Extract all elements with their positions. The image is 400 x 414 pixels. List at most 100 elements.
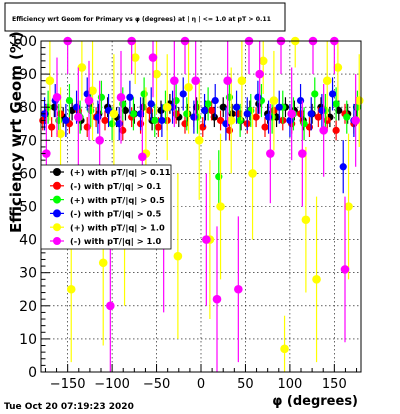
data-point (344, 202, 353, 211)
series-6 (42, 36, 360, 372)
legend-label: (-) with pT/|q| > 0.1 (70, 181, 161, 191)
data-point (275, 103, 283, 111)
data-point (170, 76, 179, 86)
x-tick-label: 150 (322, 377, 347, 392)
data-point (301, 215, 311, 225)
data-point (106, 301, 115, 311)
data-point (66, 284, 76, 294)
legend: (+) with pT/|q| > 0.11 (-) with pT/|q| > … (40, 164, 172, 250)
data-point (190, 113, 198, 121)
legend-marker (53, 237, 61, 245)
data-point (158, 116, 166, 125)
data-point (101, 116, 109, 125)
data-point (152, 69, 161, 79)
data-point (129, 110, 138, 118)
x-tick-label: −150 (50, 377, 86, 392)
data-point (232, 103, 241, 111)
data-point (234, 284, 243, 294)
data-point (115, 120, 123, 128)
x-axis-label: φ (degrees) (272, 394, 358, 409)
data-point (173, 251, 183, 261)
data-point (181, 120, 189, 128)
legend-marker (53, 195, 61, 204)
x-tick-label: −100 (94, 377, 130, 392)
y-tick-label: 100 (10, 34, 37, 50)
data-point (140, 90, 148, 98)
data-point (87, 106, 95, 115)
y-tick-label: 0 (28, 365, 37, 381)
data-point (179, 90, 187, 98)
data-point (116, 92, 126, 102)
data-point (88, 86, 97, 95)
data-point (328, 90, 337, 98)
data-point (210, 113, 218, 121)
data-point (98, 258, 108, 268)
data-point (151, 116, 159, 125)
x-tick-label: 50 (237, 377, 254, 392)
data-point (192, 103, 201, 111)
data-point (332, 100, 340, 108)
data-point (211, 96, 219, 105)
data-point (243, 110, 251, 118)
data-point (212, 294, 222, 304)
data-point (223, 76, 232, 86)
x-tick-label: 0 (197, 377, 205, 392)
data-point (269, 96, 279, 105)
data-point (296, 96, 305, 105)
data-point (83, 123, 91, 131)
axes-layer: −150 −100 −50 0 50 100 150 0 10 20 30 40 50 60 70 80 90 1… (10, 34, 362, 392)
data-point (216, 116, 225, 125)
data-point (319, 126, 328, 135)
data-point (314, 113, 322, 121)
y-tick-label: 20 (19, 299, 37, 315)
data-point (219, 103, 227, 111)
data-point (50, 103, 58, 111)
series-layer (39, 36, 364, 372)
data-point (300, 120, 308, 128)
legend-box (40, 164, 172, 250)
data-point (94, 113, 102, 121)
data-point (333, 63, 343, 72)
legend-label: (+) with pT/|q| > 0.5 (70, 195, 165, 205)
data-point (318, 106, 326, 115)
data-point (138, 152, 147, 162)
data-point (340, 265, 350, 274)
y-tick-label: 30 (19, 266, 37, 282)
x-tick-label: 100 (277, 377, 302, 392)
data-point (162, 102, 172, 112)
data-point (264, 113, 273, 121)
legend-label: (+) with pT/|q| > 1.0 (70, 222, 165, 232)
data-point (65, 96, 74, 105)
data-point (339, 163, 347, 171)
legend-marker (53, 181, 61, 190)
data-point (154, 123, 162, 131)
data-point (258, 56, 268, 66)
data-point (194, 136, 204, 145)
data-point (311, 90, 319, 98)
data-point (148, 53, 158, 62)
y-tick-label: 80 (19, 100, 37, 116)
data-point (74, 112, 83, 122)
data-point (56, 129, 65, 138)
data-point (298, 149, 307, 158)
y-tick-label: 70 (19, 133, 37, 149)
data-point (119, 126, 127, 134)
data-point (287, 109, 296, 119)
data-point (172, 96, 180, 105)
data-point (108, 120, 116, 128)
data-point (236, 116, 244, 125)
data-point (252, 113, 260, 121)
legend-marker (53, 168, 61, 176)
data-point (62, 116, 70, 125)
data-point (48, 123, 56, 131)
data-point (254, 93, 262, 101)
data-point (234, 110, 242, 118)
data-point (147, 100, 155, 108)
data-point (351, 116, 360, 125)
data-point (84, 96, 94, 105)
data-point (332, 126, 340, 134)
data-point (312, 275, 321, 284)
data-point (52, 92, 62, 102)
data-point (121, 106, 130, 115)
data-point (266, 149, 275, 158)
